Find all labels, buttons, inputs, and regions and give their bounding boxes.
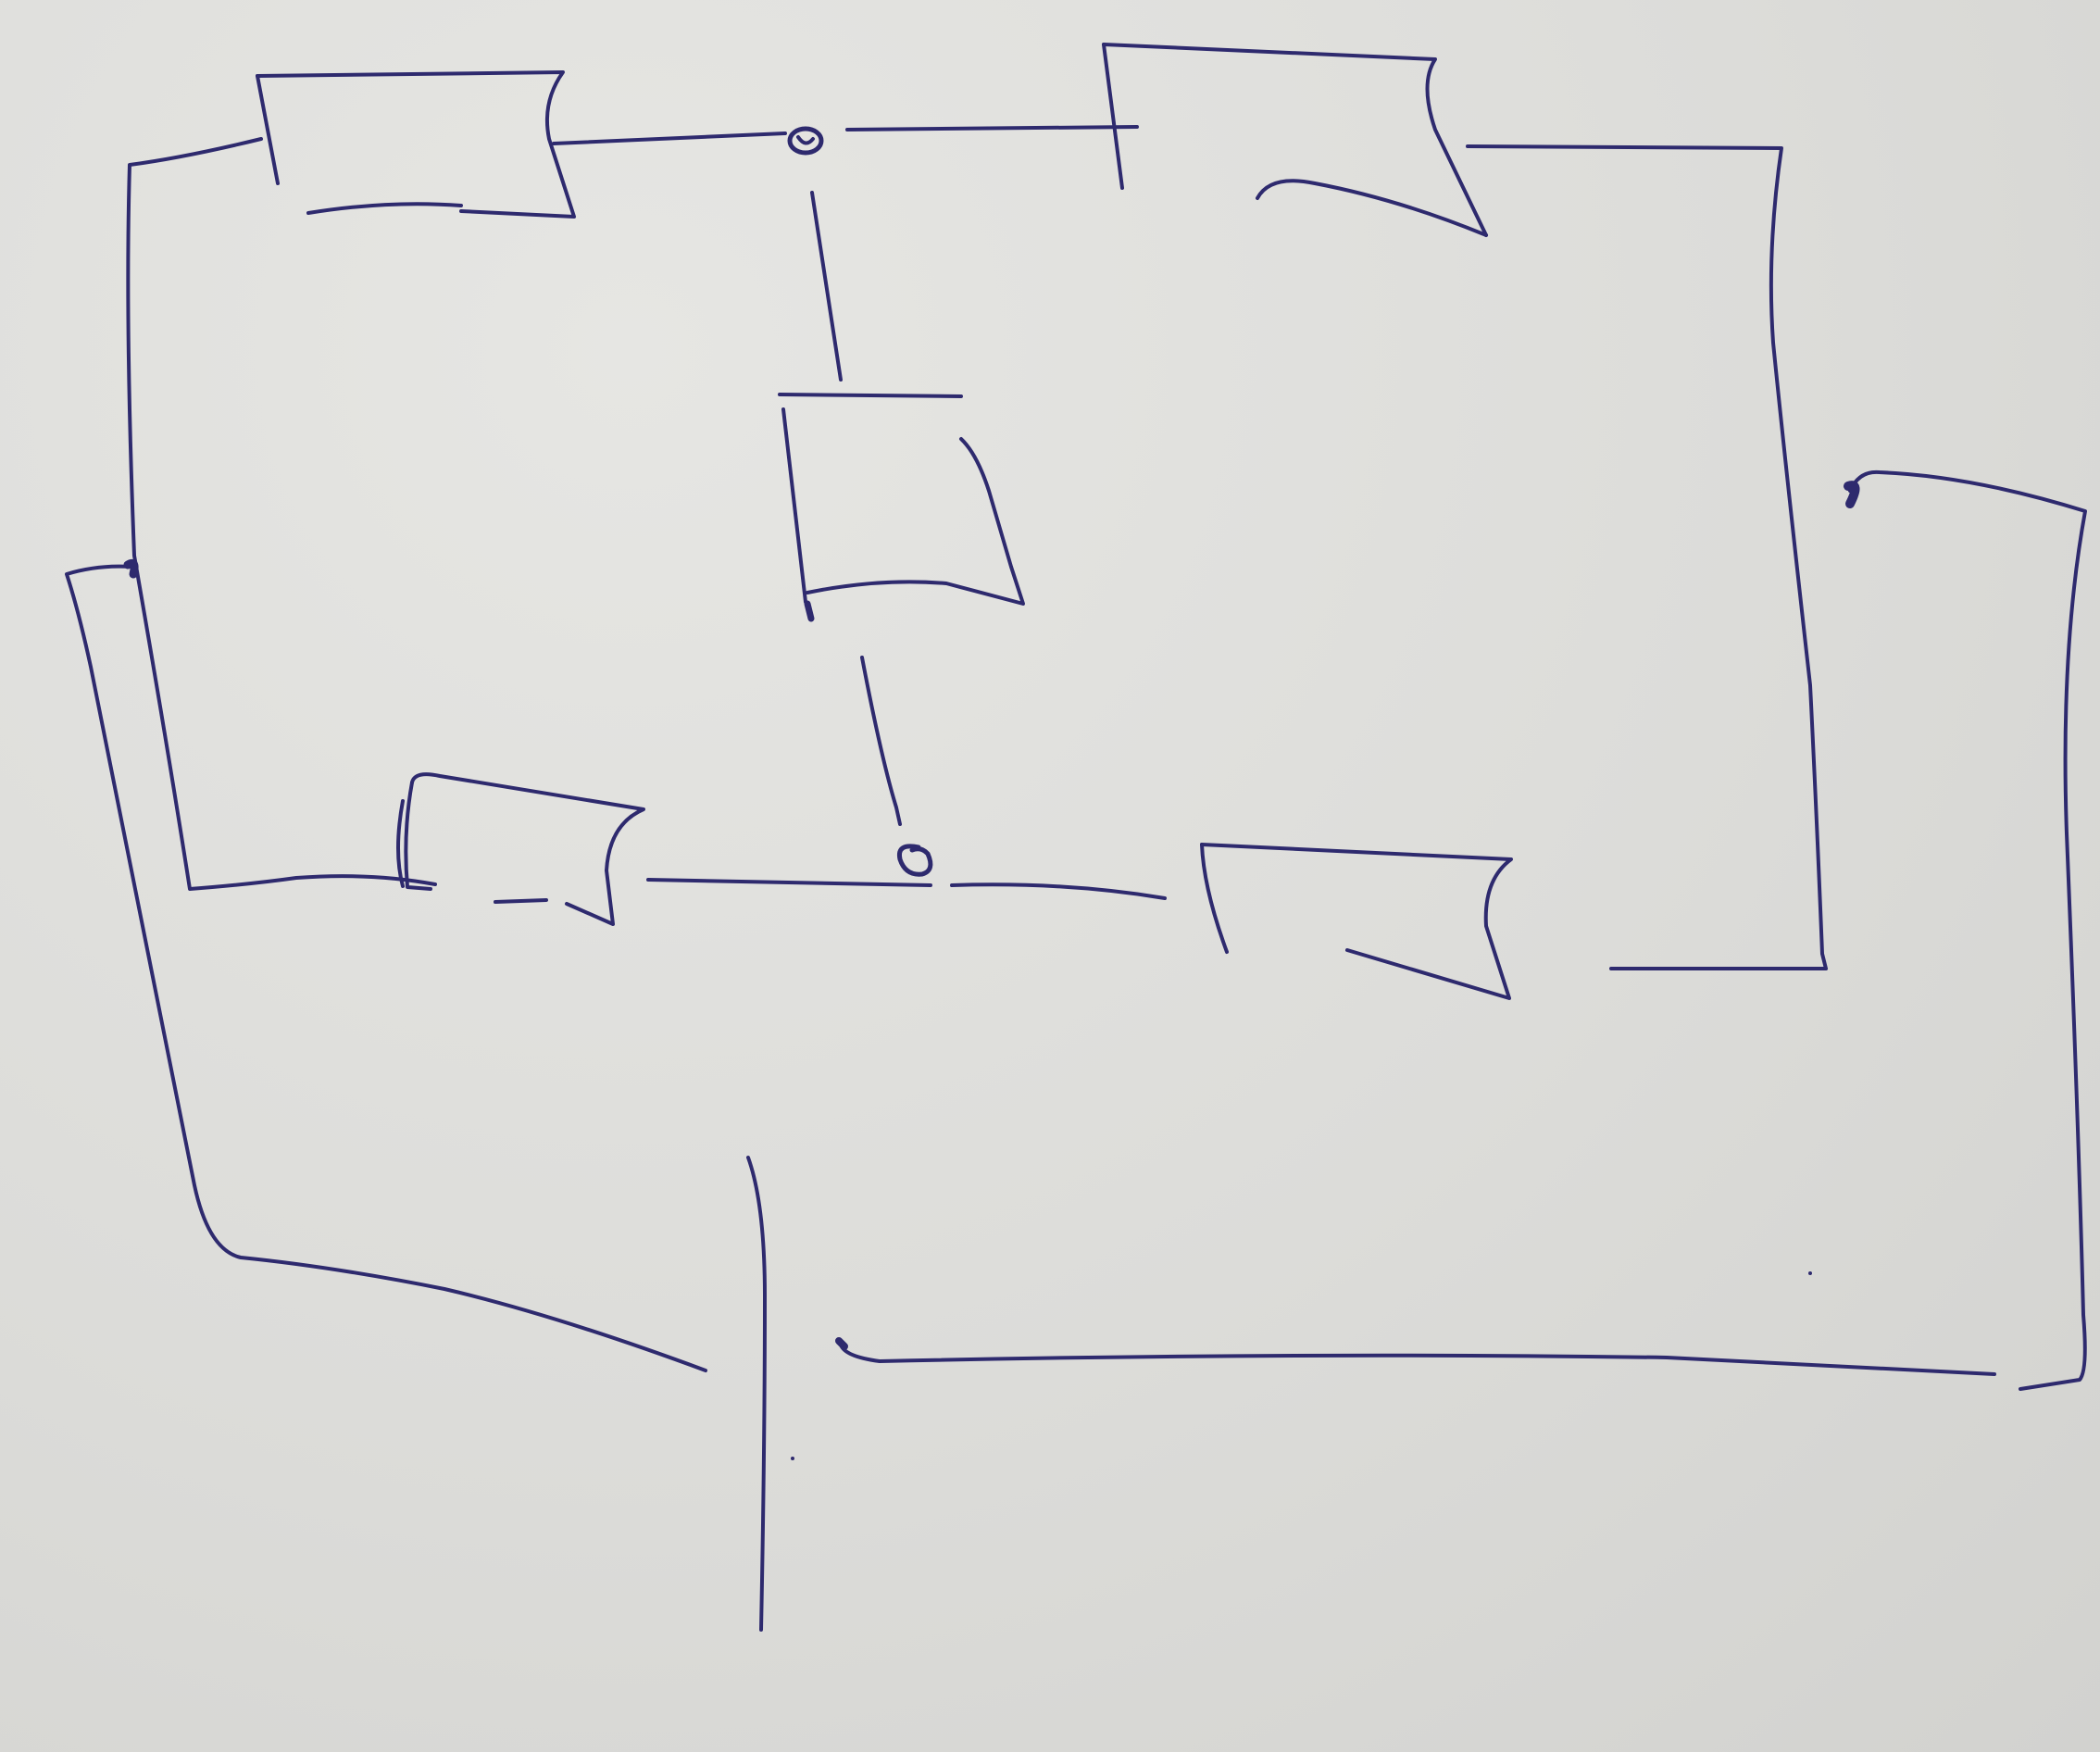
wire-inner-loop-left — [126, 137, 437, 891]
wire-top-left — [552, 131, 787, 145]
wire-bottom-left — [646, 878, 932, 887]
wire-outer-loop-left — [65, 564, 707, 1372]
box-bottom-left — [396, 772, 645, 926]
wire-vertical-lower — [860, 656, 902, 826]
wire-outer-loop-bottom — [839, 1343, 1996, 1376]
ink-blot-left — [123, 558, 139, 579]
box-center — [778, 393, 1025, 622]
wire-bottom-right — [950, 882, 1167, 900]
ink-blot-right — [1844, 481, 1860, 508]
box-top-right — [1102, 43, 1488, 237]
wire-outer-loop-right — [1848, 469, 2087, 1391]
paper-speck — [1808, 1271, 1812, 1275]
box-top-left — [256, 70, 576, 219]
paper-speck — [791, 1457, 794, 1460]
wire-vertical-upper — [810, 191, 843, 382]
box-bottom-right — [1200, 843, 1513, 1000]
ink-blot-bottom — [835, 1337, 848, 1350]
wire-top-right — [845, 125, 1139, 131]
wire-inner-loop-right — [1466, 144, 1828, 970]
junction-top — [787, 126, 824, 156]
vertical-bar — [746, 1156, 767, 1632]
junction-bottom — [896, 844, 933, 877]
